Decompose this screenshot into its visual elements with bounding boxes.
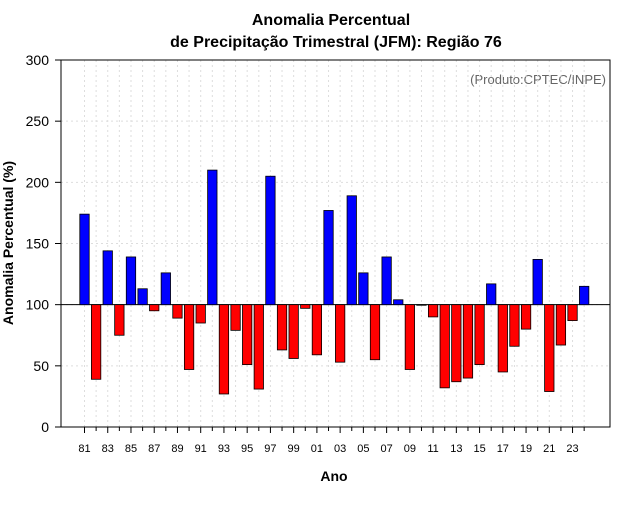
y-tick-label: 0: [41, 419, 49, 435]
bar-02: [323, 210, 334, 306]
x-tick-label-13: 13: [450, 443, 462, 455]
x-tick-label-11: 11: [427, 443, 438, 455]
bar-series: [79, 169, 590, 395]
bar-92: [207, 169, 218, 306]
x-tick-label-83: 83: [102, 443, 114, 455]
x-tick-label-91: 91: [195, 443, 207, 455]
chart-title-line1: Anomalia Percentual: [252, 12, 410, 29]
bar-84: [114, 304, 125, 336]
x-tick-label-87: 87: [148, 443, 160, 455]
chart-title-line2: de Precipitação Trimestral (JFM): Região…: [170, 34, 502, 51]
y-tick-label: 250: [26, 113, 50, 129]
bar-06: [369, 304, 381, 361]
bar-16: [486, 283, 497, 306]
x-tick-label-07: 07: [380, 443, 392, 455]
bar-99: [288, 304, 299, 359]
bar-08: [393, 299, 404, 306]
bar-11: [427, 304, 439, 318]
x-tick-label-21: 21: [543, 443, 555, 455]
x-axis-title: Ano: [320, 468, 347, 484]
bar-17: [497, 304, 508, 373]
y-axis-title: Anomalia Percentual (%): [0, 161, 16, 325]
y-tick-label: 100: [26, 297, 50, 313]
y-tick-label: 300: [26, 52, 50, 68]
bar-00: [300, 304, 311, 309]
bar-93: [218, 304, 230, 395]
bar-86: [137, 288, 148, 306]
grid-lines: [61, 60, 610, 427]
x-tick-label-15: 15: [473, 443, 485, 455]
bar-81: [79, 213, 90, 306]
bar-03: [335, 304, 346, 363]
bar-07: [381, 256, 392, 306]
x-tick-label-89: 89: [171, 443, 183, 455]
bar-94: [230, 304, 241, 331]
bar-87: [149, 304, 160, 312]
credit-text: (Produto:CPTEC/INPE): [470, 72, 606, 87]
bar-89: [172, 304, 183, 319]
bar-82: [91, 304, 102, 380]
x-tick-label-23: 23: [566, 443, 578, 455]
bar-20: [532, 259, 543, 306]
bar-04: [346, 195, 357, 306]
bar-19: [520, 304, 532, 330]
x-tick-label-01: 01: [311, 443, 323, 455]
bar-96: [253, 304, 264, 390]
bar-09: [404, 304, 415, 370]
bar-12: [439, 304, 450, 389]
bar-98: [276, 304, 288, 351]
bar-24: [579, 285, 590, 306]
bar-14: [462, 304, 474, 379]
y-tick-label: 150: [26, 236, 50, 252]
bar-88: [160, 272, 171, 306]
bar-18: [509, 304, 520, 347]
bar-15: [474, 304, 485, 366]
x-tick-label-81: 81: [78, 443, 90, 455]
bar-90: [183, 304, 195, 370]
x-tick-label-19: 19: [520, 443, 532, 455]
bar-97: [265, 175, 276, 306]
x-tick-label-03: 03: [334, 443, 346, 455]
bar-13: [451, 304, 462, 383]
x-tick-label-93: 93: [218, 443, 230, 455]
x-tick-label-99: 99: [288, 443, 300, 455]
bar-05: [358, 272, 369, 306]
x-tick-label-85: 85: [125, 443, 137, 455]
x-tick-label-17: 17: [497, 443, 509, 455]
bar-21: [544, 304, 555, 392]
bar-10: [416, 304, 427, 306]
x-tick-label-09: 09: [404, 443, 416, 455]
bar-95: [242, 304, 253, 366]
x-tick-label-97: 97: [264, 443, 276, 455]
bar-22: [555, 304, 567, 346]
bar-91: [195, 304, 206, 324]
y-tick-label: 200: [26, 174, 50, 190]
x-tick-label-05: 05: [357, 443, 369, 455]
bar-83: [102, 250, 113, 306]
y-tick-label: 50: [33, 358, 49, 374]
bar-85: [125, 256, 137, 306]
x-tick-label-95: 95: [241, 443, 253, 455]
bar-01: [311, 304, 323, 356]
bar-23: [567, 304, 578, 321]
